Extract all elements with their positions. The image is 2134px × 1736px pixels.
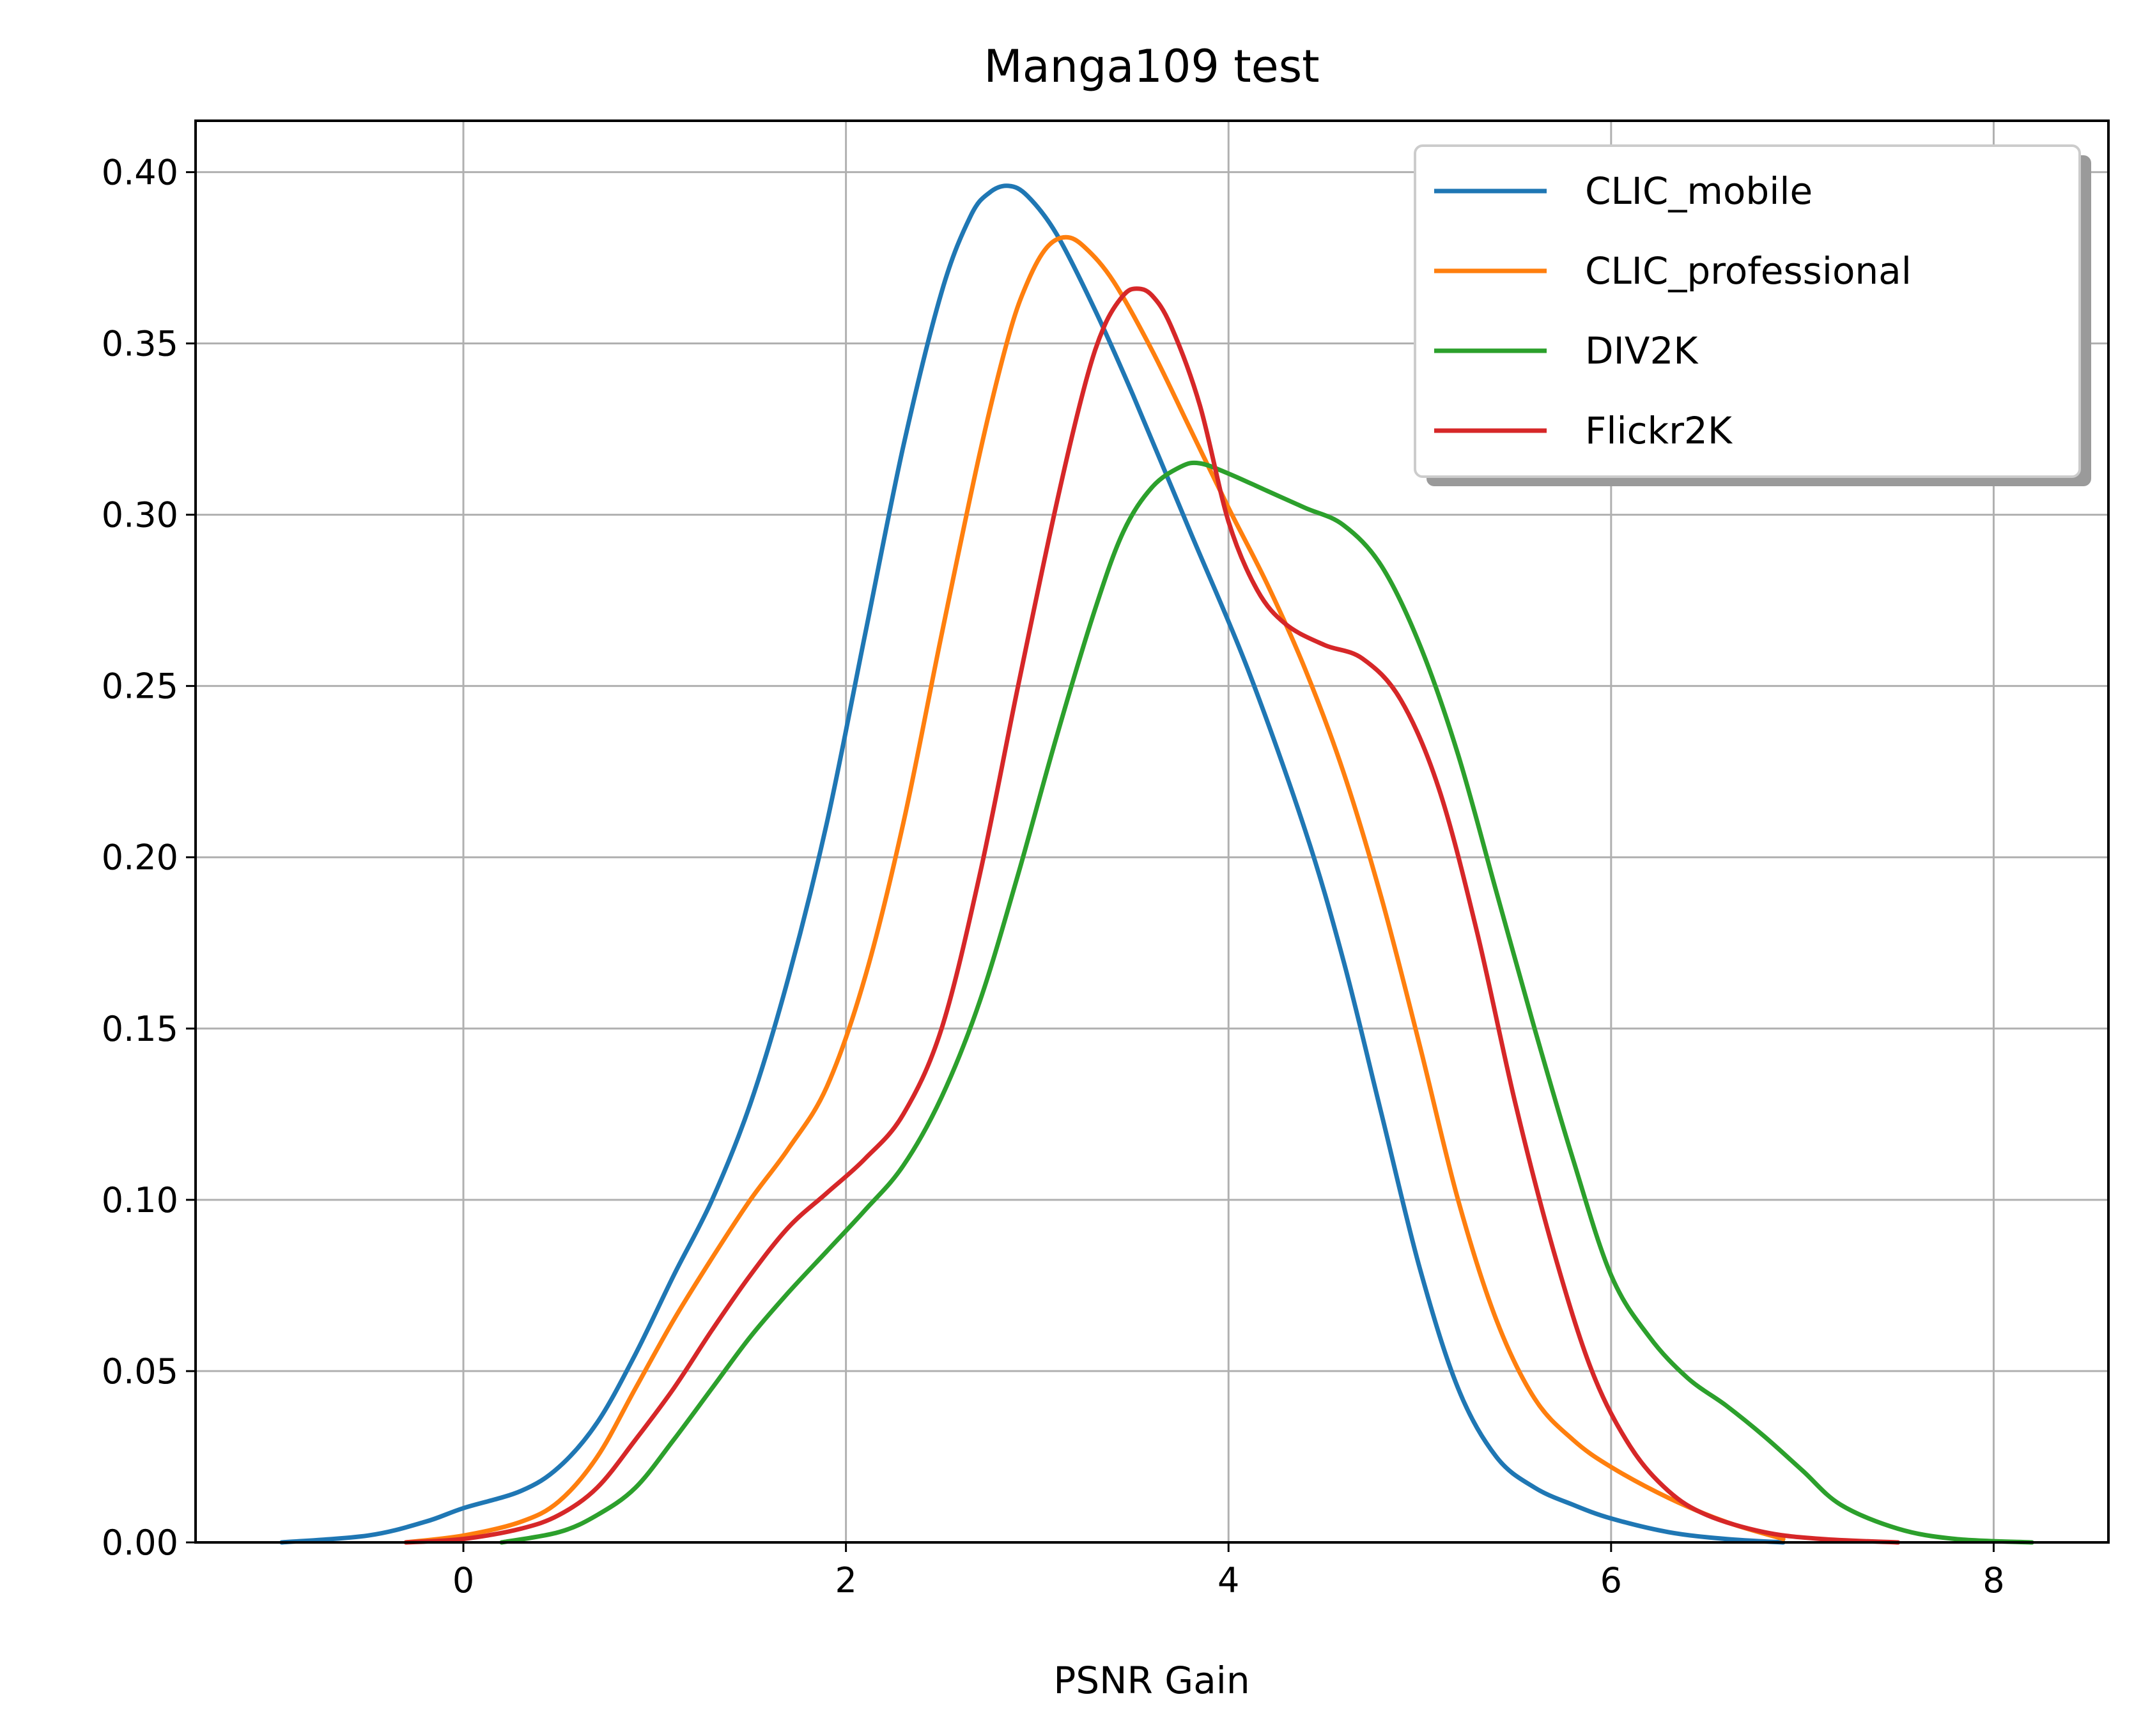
series-line-clic-mobile: [279, 183, 1786, 1545]
legend-label-flickr2k: Flickr2K: [1585, 409, 1733, 452]
plot-frame: [194, 119, 2110, 1544]
y-tick-label: 0.30: [102, 495, 178, 535]
y-tick-label: 0.05: [102, 1351, 178, 1392]
y-tick-label: 0.00: [102, 1523, 178, 1563]
y-tick-label: 0.35: [102, 323, 178, 364]
y-tick-label: 0.40: [102, 152, 178, 192]
series-line-div2k: [499, 460, 2034, 1545]
x-tick-label: 4: [1218, 1560, 1239, 1601]
legend: CLIC_mobile CLIC_professional DIV2K Flickr2…: [1414, 144, 2091, 486]
y-tick-label: 0.10: [102, 1180, 178, 1220]
x-tick-label: 0: [452, 1560, 474, 1601]
x-tick-label: 8: [1983, 1560, 2004, 1601]
x-tick-label: 6: [1600, 1560, 1622, 1601]
y-tick-label: 0.20: [102, 838, 178, 878]
y-tick-label: 0.15: [102, 1009, 178, 1049]
y-axis-ticks: 0.00 0.05 0.10 0.15 0.20 0.25 0.30 0.35 0.40: [102, 152, 196, 1563]
legend-label-div2k: DIV2K: [1585, 329, 1699, 373]
series-line-flickr2k: [403, 286, 1901, 1545]
x-tick-label: 2: [835, 1560, 856, 1601]
series-lines: [279, 183, 2034, 1545]
legend-label-clic-professional: CLIC_professional: [1585, 249, 1912, 293]
chart-title: Manga109 test: [984, 40, 1319, 93]
x-axis-label: PSNR Gain: [1053, 1659, 1249, 1702]
series-line-clic-professional: [403, 234, 1786, 1545]
x-axis-ticks: 0 2 4 6 8: [452, 1542, 2005, 1601]
legend-items: CLIC_mobile CLIC_professional DIV2K Flickr2…: [1434, 169, 1912, 452]
legend-box: [1414, 144, 2081, 478]
y-tick-label: 0.25: [102, 666, 178, 707]
legend-label-clic-mobile: CLIC_mobile: [1585, 169, 1813, 213]
grid-lines: [196, 121, 2108, 1544]
